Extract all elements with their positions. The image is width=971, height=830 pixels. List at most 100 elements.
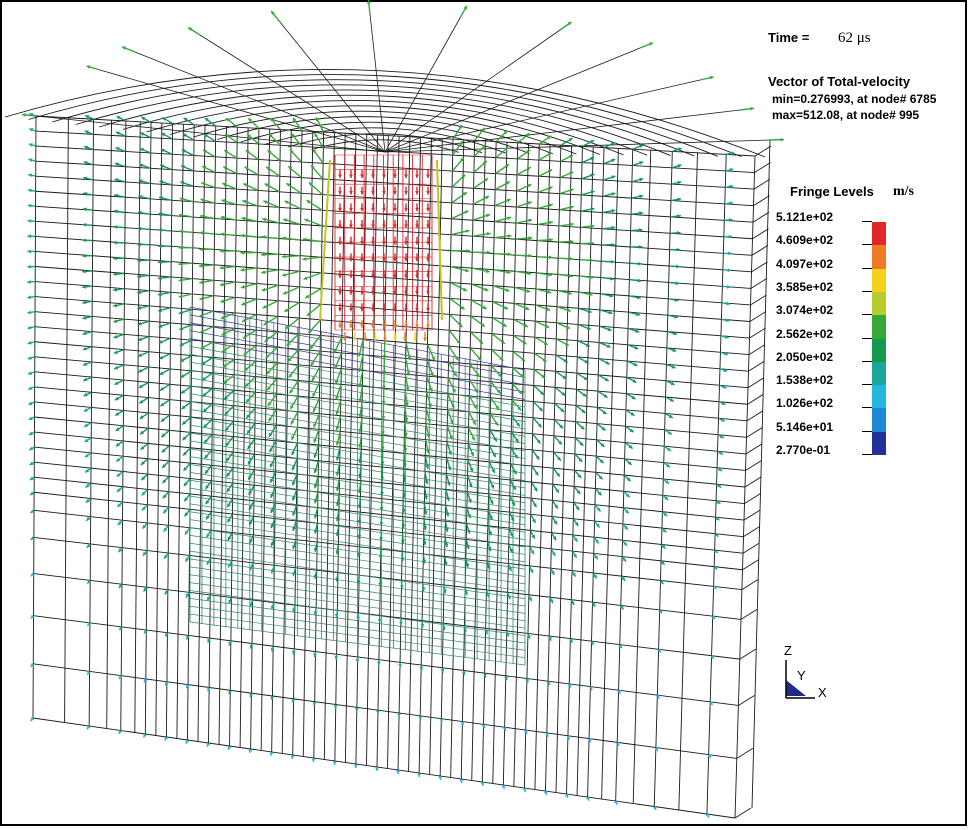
velocity-arrow-head [205,500,210,505]
velocity-arrow-head [638,228,643,232]
velocity-arrow-head [446,497,450,502]
velocity-arrow-head [240,267,245,272]
velocity-arrow-head [349,241,353,245]
velocity-arrow-head [164,736,168,741]
velocity-arrow-head [728,234,733,239]
velocity-arrow-head [266,370,271,375]
velocity-arrow-head [360,274,364,278]
velocity-arrow-head [137,337,142,342]
velocity-arrow-head [424,495,428,500]
velocity-arrow-head [379,522,384,526]
velocity-arrow-head [292,496,296,501]
velocity-arrow-head [729,201,733,206]
velocity-arrow-head [668,414,673,418]
velocity-arrow-head [573,537,578,542]
velocity-arrow-head [729,151,734,156]
max-value: max=512.08, at node# 995 [772,108,920,122]
velocity-arrow-head [201,377,206,381]
velocity-arrow-head [502,727,507,732]
time-label: Time = [768,30,810,45]
velocity-arrow-head [505,288,510,292]
velocity-arrow-head [611,175,616,180]
velocity-arrow-head [184,530,189,535]
velocity-arrow-head [158,212,163,216]
velocity-arrow-head [726,284,731,289]
velocity-arrow-head [113,272,117,276]
velocity-arrow-head [240,233,245,238]
velocity-arrow-head [527,201,532,205]
velocity-arrow-head [357,519,362,524]
velocity-arrow-head [178,229,183,234]
velocity-arrow-head [291,481,296,486]
velocity-arrow-head [633,362,638,367]
velocity-arrow-head [439,718,444,723]
velocity-arrow-head [334,364,338,369]
velocity-arrow-head [206,515,210,520]
velocity-arrow-head [402,478,407,483]
velocity-arrow-head [552,536,557,541]
velocity-arrow-head [569,222,574,227]
velocity-arrow-head [475,372,480,377]
velocity-arrow-head [625,493,630,498]
velocity-arrow-head [725,318,730,323]
velocity-arrow-head [393,174,397,178]
velocity-arrow-head [199,214,204,219]
velocity-arrow-head [716,500,721,504]
velocity-arrow-head [114,381,119,385]
velocity-arrow-head [548,203,553,208]
velocity-arrow-head [185,739,190,744]
velocity-arrow-head [415,291,419,295]
velocity-arrow-head [382,257,386,262]
velocity-arrow-head [338,324,342,328]
velocity-arrow-head [447,466,452,471]
velocity-arrow-head [507,252,512,257]
velocity-arrow-head [245,150,250,154]
velocity-arrow-head [163,527,168,532]
velocity-arrow-head [415,324,419,328]
velocity-arrow-head [427,418,432,423]
velocity-arrow-head [159,387,164,391]
velocity-arrow-head [82,222,87,227]
velocity-arrow-head [396,770,400,774]
velocity-arrow-head [486,232,491,236]
velocity-arrow-head [721,401,726,406]
legend-title: Fringe Levels [790,184,874,199]
velocity-arrow-head [500,340,505,344]
velocity-arrow-head [675,281,680,286]
velocity-arrow-head [261,235,266,239]
velocity-arrow-head [519,373,524,378]
velocity-arrow-head [509,533,514,538]
velocity-arrow-head [426,324,430,328]
velocity-arrow-head [312,392,316,397]
velocity-arrow-head [179,326,184,331]
velocity-arrow-head [382,241,386,245]
velocity-arrow-head [590,640,594,645]
velocity-arrow-head [460,305,465,310]
velocity-arrow-head [528,218,533,223]
velocity-arrow-head [287,357,292,362]
velocity-arrow-head [512,486,516,491]
velocity-arrow-head [459,141,463,146]
velocity-arrow-head [445,527,449,532]
velocity-arrow-head [426,291,430,295]
velocity-arrow-head [222,364,227,368]
velocity-arrow-head [431,356,435,361]
velocity-arrow-head [142,506,146,511]
velocity-arrow-head [142,524,147,529]
velocity-arrow-head [466,529,471,534]
velocity-arrow-head [480,782,485,786]
velocity-arrow-head [349,191,353,195]
velocity-arrow-head [204,469,209,474]
velocity-arrow-head [221,331,226,336]
velocity-arrow-head [577,474,582,479]
velocity-arrow-head [313,453,318,458]
velocity-arrow-head [422,559,427,564]
velocity-arrow-head [261,287,266,292]
velocity-arrow-head [358,459,363,463]
velocity-arrow-head [608,310,613,315]
velocity-arrow-head [138,368,143,373]
velocity-arrow-head [292,572,296,577]
velocity-arrow-head [358,368,362,372]
velocity-arrow-head [113,209,118,214]
